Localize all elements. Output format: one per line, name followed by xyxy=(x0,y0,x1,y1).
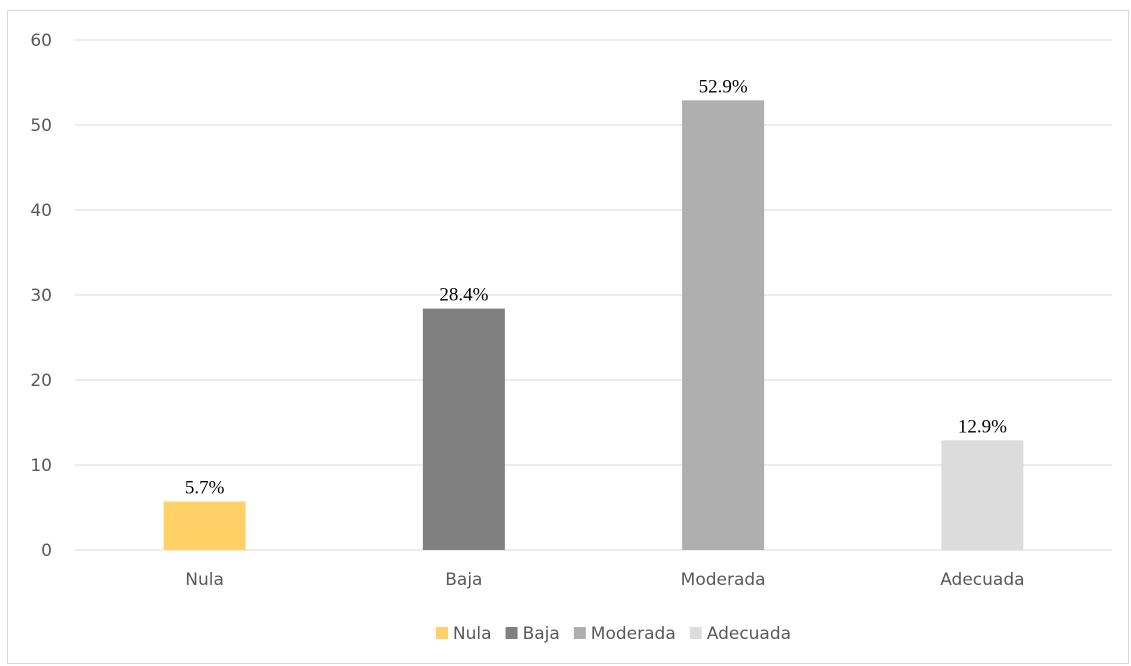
y-tick-label: 0 xyxy=(41,541,52,561)
x-tick-label: Moderada xyxy=(681,570,766,590)
x-tick-label: Adecuada xyxy=(940,570,1024,590)
legend-label: Nula xyxy=(453,624,492,644)
bar-baja xyxy=(422,308,505,550)
x-axis-tick-labels: Nula Baja Moderada Adecuada xyxy=(185,570,1024,590)
bar-nula xyxy=(163,501,246,550)
legend-swatch xyxy=(689,627,702,639)
bars xyxy=(163,100,1024,550)
y-tick-label: 50 xyxy=(30,116,52,136)
data-label: 5.7% xyxy=(185,478,225,499)
legend-label: Baja xyxy=(523,624,560,644)
legend-swatch xyxy=(573,627,586,639)
legend-label: Moderada xyxy=(591,624,676,644)
y-tick-label: 30 xyxy=(30,286,52,306)
bar-adecuada xyxy=(941,440,1024,550)
legend-swatch xyxy=(505,627,518,639)
y-tick-label: 20 xyxy=(30,371,52,391)
legend-label: Adecuada xyxy=(707,624,791,644)
legend: Nula Baja Moderada Adecuada xyxy=(435,624,791,644)
y-tick-label: 60 xyxy=(30,31,52,51)
bar-moderada xyxy=(682,100,765,550)
data-label: 28.4% xyxy=(439,285,488,306)
legend-swatch xyxy=(435,627,448,639)
chart-frame xyxy=(7,10,1129,664)
x-tick-label: Nula xyxy=(185,570,224,590)
x-tick-label: Baja xyxy=(445,570,482,590)
y-axis-tick-labels: 0 10 20 30 40 50 60 xyxy=(30,31,52,561)
y-tick-label: 10 xyxy=(30,456,52,476)
gridlines xyxy=(75,39,1112,551)
data-label: 12.9% xyxy=(958,416,1007,437)
data-labels: 5.7% 28.4% 52.9% 12.9% xyxy=(185,76,1007,498)
y-tick-label: 40 xyxy=(30,201,52,221)
data-label: 52.9% xyxy=(699,76,748,97)
